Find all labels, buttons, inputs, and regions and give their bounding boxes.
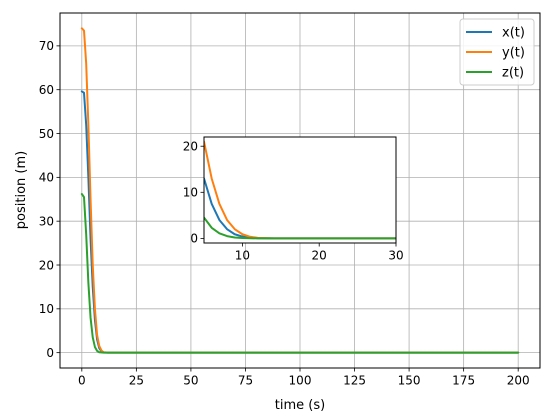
x-tick-label: 25 [129, 374, 144, 388]
y-tick-label: 20 [183, 140, 198, 154]
series-line-zt [80, 193, 520, 354]
inset-series-lines [204, 140, 396, 240]
x-axis-label: time (s) [275, 398, 325, 413]
x-tick-label: 200 [507, 374, 530, 388]
main-series-lines [80, 27, 520, 354]
x-tick-label: 0 [78, 374, 86, 388]
y-tick-label: 0 [190, 232, 198, 246]
x-tick-label: 20 [312, 249, 327, 263]
inset-y-ticks: 0 10 20 [183, 140, 204, 246]
y-tick-label: 10 [183, 186, 198, 200]
legend-label-x: x(t) [502, 26, 525, 41]
main-x-ticks: 0 25 50 75 100 125 150 175 200 [78, 368, 530, 388]
legend-label-y: y(t) [502, 46, 525, 61]
y-axis-label: position (m) [14, 151, 29, 229]
y-tick-label: 60 [39, 83, 54, 97]
legend: x(t) y(t) z(t) [459, 18, 535, 86]
x-tick-label: 150 [398, 374, 421, 388]
inset-x-ticks: 10 20 30 [235, 243, 404, 263]
y-tick-label: 30 [39, 214, 54, 228]
main-y-ticks: 0 10 20 30 40 50 60 70 [39, 39, 60, 360]
y-tick-label: 0 [46, 346, 54, 360]
series-line-zt [204, 216, 396, 240]
legend-item: z(t) [466, 66, 524, 81]
inset-plot-frame [203, 136, 397, 244]
y-tick-label: 10 [39, 302, 54, 316]
legend-item: x(t) [466, 26, 525, 41]
legend-label-z: z(t) [502, 66, 524, 81]
x-tick-label: 50 [183, 374, 198, 388]
x-tick-label: 100 [289, 374, 312, 388]
y-tick-label: 70 [39, 39, 54, 53]
x-tick-label: 125 [343, 374, 366, 388]
x-tick-label: 10 [235, 249, 250, 263]
x-tick-label: 30 [388, 249, 403, 263]
inset-plot-area [204, 137, 396, 243]
legend-box [459, 18, 535, 86]
inset-axes: 10 20 30 0 10 20 [183, 136, 404, 263]
x-tick-label: 75 [238, 374, 253, 388]
y-tick-label: 40 [39, 171, 54, 185]
y-tick-label: 50 [39, 127, 54, 141]
y-tick-label: 20 [39, 258, 54, 272]
x-tick-label: 175 [452, 374, 475, 388]
legend-item: y(t) [466, 46, 525, 61]
